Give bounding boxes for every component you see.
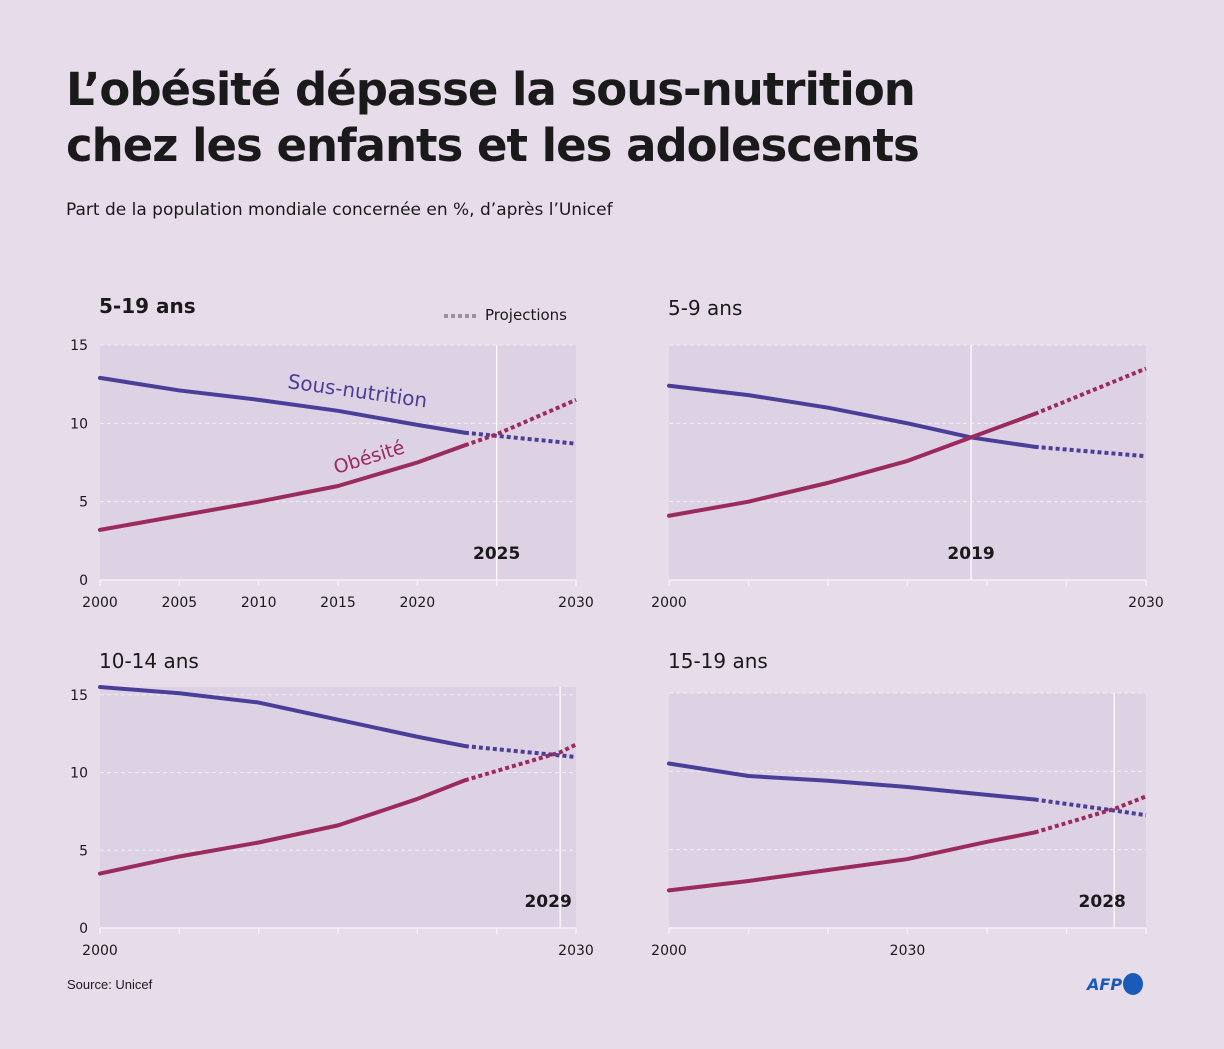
obesite-line [667,830,1037,893]
x-tick-label: 2020 [400,595,436,611]
y-tick-label: 5 [79,843,88,859]
panel-title: 5-9 ans [668,296,742,320]
sous-nutrition-projection-line [464,744,577,759]
panel-title: 15-19 ans [668,649,768,673]
chart-subtitle: Part de la population mondiale concernée… [66,200,613,220]
plot-area [100,687,576,928]
source-note: Source: Unicef [67,977,153,992]
x-tick-label: 2000 [651,943,687,959]
x-tick-label: 2030 [558,943,594,959]
obesite-projection-line [464,742,577,783]
y-tick-label: 15 [70,338,88,354]
afp-logo: AFP [1087,973,1144,995]
chart-panel-3: 10-14 ans 2000 2030 15 10 5 0 2029 [70,649,594,959]
marker-year-label: 2019 [947,544,994,564]
x-tick-label: 2030 [1128,595,1164,611]
chart-panel-2: 5-9 ans 2000 2030 2019 [651,296,1164,611]
y-tick-label: 0 [79,921,88,937]
x-tick-label: 2000 [82,943,118,959]
marker-year-label: 2028 [1079,892,1126,912]
x-tick-label: 2000 [651,595,687,611]
obesite-line [98,778,467,876]
y-tick-label: 5 [79,495,88,511]
panel-title: 10-14 ans [99,649,199,673]
logo-text: AFP [1087,974,1123,994]
legend-projection-label: Projections [485,306,567,324]
sous-nutrition-line [667,383,1037,449]
sous-nutrition-projection-line [1034,444,1147,459]
x-tick-label: 2010 [241,595,277,611]
sous-nutrition-projection-line [1034,797,1147,818]
x-tick-label: 2005 [162,595,198,611]
sous-nutrition-projection-line [464,430,577,446]
x-tick-label: 2015 [320,595,356,611]
marker-year-label: 2025 [473,544,520,564]
sous-nutrition-line [98,375,467,435]
chart-title: L’obésité dépasse la sous-nutrition chez … [66,62,920,174]
sous-nutrition-line [98,685,467,749]
sous-nutrition-line [667,761,1037,802]
title-line-2: chez les enfants et les adolescents [66,119,920,172]
obesite-line [667,411,1037,518]
obesite-projection-line [464,397,577,448]
y-tick-label: 0 [79,573,88,589]
x-tick-label: 2030 [890,943,926,959]
x-tick-label: 2030 [558,595,594,611]
obesite-line [98,443,467,532]
panel-title: 5-19 ans [99,294,196,318]
plot-area [669,693,1146,928]
y-tick-label: 15 [70,688,88,704]
obesite-projection-line [1033,366,1147,416]
marker-year-label: 2029 [524,892,571,912]
x-tick-label: 2000 [82,595,118,611]
chart-panel-1: 5-19 ans 2000 2005 2010 2015 2020 2030 15 10 5 0 20… [70,294,594,611]
obesite-projection-line [1034,794,1147,835]
title-line-1: L’obésité dépasse la sous-nutrition [66,63,916,116]
y-tick-label: 10 [70,766,88,782]
y-tick-label: 10 [70,416,88,432]
logo-dot-icon [1123,973,1144,995]
chart-panel-4: 15-19 ans 2000 2030 2028 [651,649,1147,959]
